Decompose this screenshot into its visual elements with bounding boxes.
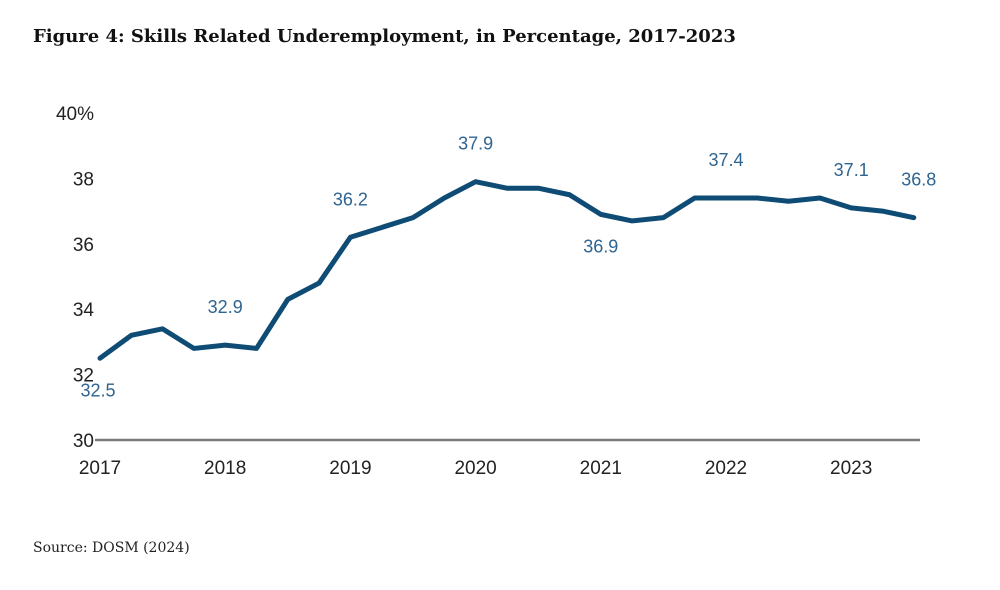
data-label: 36.8 <box>901 170 936 190</box>
x-tick-label: 2021 <box>580 458 622 479</box>
y-tick-label: 32 <box>73 366 94 387</box>
data-label: 36.9 <box>583 236 618 256</box>
x-tick-label: 2022 <box>705 458 747 479</box>
x-tick-label: 2017 <box>79 458 121 479</box>
data-label: 37.1 <box>834 160 869 180</box>
x-tick-label: 2018 <box>204 458 246 479</box>
chart-source: Source: DOSM (2024) <box>33 540 190 556</box>
chart-title: Figure 4: Skills Related Underemployment… <box>33 26 736 47</box>
data-label: 32.9 <box>208 297 243 317</box>
y-tick-label: 38 <box>73 169 94 190</box>
x-tick-label: 2023 <box>830 458 872 479</box>
y-tick-label: 34 <box>73 300 95 321</box>
series-line <box>97 179 917 361</box>
y-tick-label: 36 <box>73 235 94 256</box>
x-tick-label: 2020 <box>454 458 496 479</box>
x-tick-label: 2019 <box>329 458 371 479</box>
data-label: 37.4 <box>708 150 743 170</box>
y-tick-label: 40% <box>56 104 94 125</box>
data-label: 36.2 <box>333 189 368 209</box>
data-label: 37.9 <box>458 134 493 154</box>
y-tick-label: 30 <box>73 431 94 452</box>
data-label: 32.5 <box>80 380 115 400</box>
